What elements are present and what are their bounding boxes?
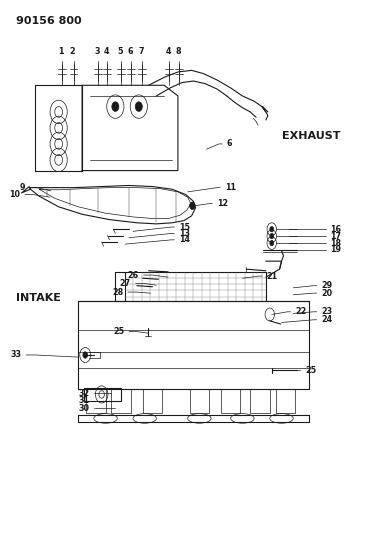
Text: 22: 22: [295, 308, 307, 316]
Text: 21: 21: [267, 272, 278, 280]
Text: 12: 12: [217, 199, 228, 208]
Text: 4: 4: [104, 47, 109, 56]
Text: 6: 6: [227, 140, 232, 148]
Text: 13: 13: [179, 229, 190, 238]
Text: INTAKE: INTAKE: [16, 294, 61, 303]
Text: 32: 32: [78, 389, 89, 398]
Text: 29: 29: [321, 281, 332, 290]
Text: 28: 28: [112, 288, 123, 296]
Text: 27: 27: [120, 279, 131, 288]
Text: 23: 23: [321, 308, 332, 316]
Circle shape: [135, 102, 142, 111]
Circle shape: [270, 240, 274, 246]
Circle shape: [270, 227, 274, 232]
Text: 26: 26: [128, 271, 139, 279]
Text: 24: 24: [321, 316, 332, 324]
Text: 6: 6: [127, 47, 133, 56]
Circle shape: [83, 352, 88, 358]
Text: 31: 31: [78, 397, 89, 405]
Text: 25: 25: [305, 366, 316, 375]
Text: 19: 19: [330, 246, 341, 254]
Text: 25: 25: [113, 327, 124, 336]
Text: 14: 14: [179, 236, 190, 244]
Text: 4: 4: [165, 47, 171, 56]
Text: 3: 3: [94, 47, 100, 56]
Circle shape: [270, 233, 274, 239]
Text: 90156 800: 90156 800: [16, 16, 81, 26]
Text: 5: 5: [118, 47, 123, 56]
Text: 18: 18: [330, 239, 341, 247]
Text: 20: 20: [321, 289, 332, 297]
Text: 11: 11: [225, 183, 236, 192]
Text: 7: 7: [139, 47, 144, 56]
Text: 33: 33: [11, 351, 22, 359]
Text: 2: 2: [70, 47, 75, 56]
Text: 9: 9: [20, 183, 25, 192]
Text: 15: 15: [179, 223, 190, 231]
Circle shape: [190, 202, 195, 209]
Text: 8: 8: [176, 47, 181, 56]
Text: 17: 17: [330, 232, 341, 240]
Circle shape: [112, 102, 119, 111]
Text: 10: 10: [9, 190, 20, 199]
Text: 16: 16: [330, 225, 341, 233]
Text: EXHAUST: EXHAUST: [282, 131, 340, 141]
Text: 30: 30: [78, 404, 89, 413]
Text: 1: 1: [58, 47, 63, 56]
